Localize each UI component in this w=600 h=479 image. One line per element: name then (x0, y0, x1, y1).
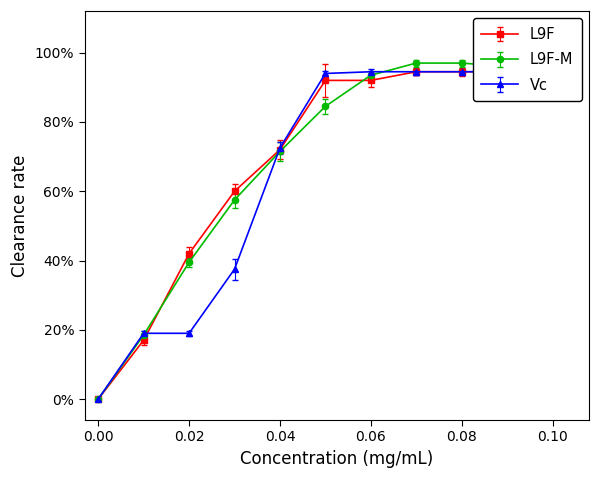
Legend: L9F, L9F-M, Vc: L9F, L9F-M, Vc (473, 18, 581, 102)
Y-axis label: Clearance rate: Clearance rate (11, 154, 29, 277)
X-axis label: Concentration (mg/mL): Concentration (mg/mL) (240, 450, 433, 468)
